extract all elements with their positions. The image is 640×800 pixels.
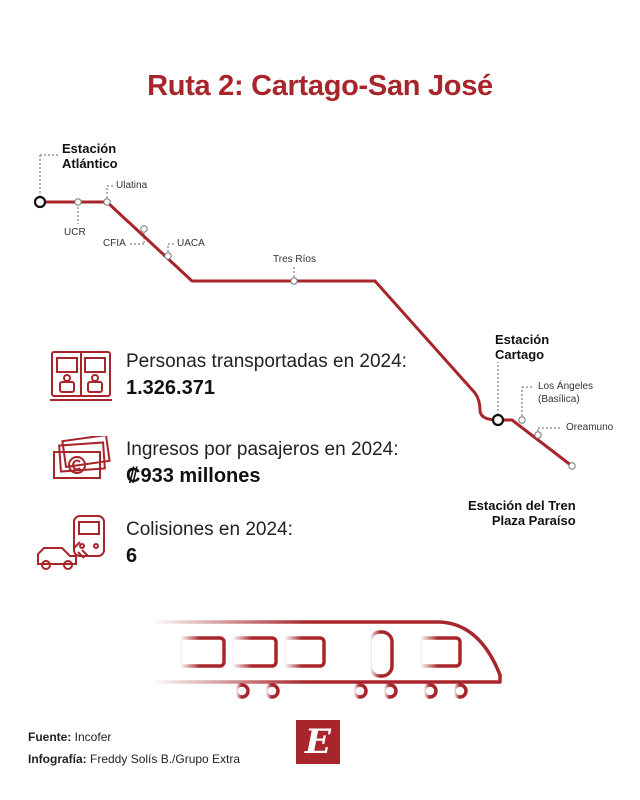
station-label-ulatina: Ulatina [116,180,148,191]
credit-source-label: Fuente: [28,730,72,744]
station-dot-ulatina [103,198,111,206]
stat-revenue-label: Ingresos por pasajeros en 2024: [126,439,399,460]
terminal-dot-cartago [491,413,505,427]
stat-revenue: Ingresos por pasajeros en 2024: ₡933 mil… [126,439,399,488]
credit-source: Fuente: Incofer [28,730,111,744]
stat-passengers: Personas transportadas en 2024: 1.326.37… [126,351,407,400]
page-title: Ruta 2: Cartago-San José [147,70,493,102]
passengers-icon [50,351,112,401]
credit-graphic-value: Freddy Solís B./Grupo Extra [86,752,241,766]
station-label-atlantico: Estación Atlántico [62,141,118,171]
stat-revenue-value: ₡933 millones [126,465,261,487]
station-label-ucr: UCR [64,227,86,238]
station-dot-tres-rios [290,277,298,285]
station-dot-uaca [164,252,172,260]
credit-graphic-label: Infografía: [28,752,87,766]
train-illustration [150,620,510,702]
credit-graphic: Infografía: Freddy Solís B./Grupo Extra [28,752,240,766]
station-label-cartago: Estación Cartago [495,332,550,362]
stat-passengers-label: Personas transportadas en 2024: [126,351,407,372]
station-label-cfia: CFIA [103,238,126,249]
station-dot-paraiso [568,462,576,470]
terminal-dot-atlantico [33,195,47,209]
station-dot-oreamuno [534,431,542,439]
collision-icon [37,515,105,570]
stat-collisions-label: Colisiones en 2024: [126,519,293,540]
station-dot-ucr [74,198,82,206]
station-label-los-angeles: Los Ángeles (Basílica) [538,381,594,405]
grupo-extra-logo: E [296,720,340,764]
station-dot-cfia [140,225,148,233]
credit-source-value: Incofer [71,730,112,744]
stat-collisions-value: 6 [126,545,138,567]
station-dot-los-angeles [518,416,526,424]
stat-passengers-value: 1.326.371 [126,377,215,399]
station-label-tres-rios: Tres Ríos [273,254,316,265]
money-icon [53,436,111,479]
station-label-oreamuno: Oreamuno [566,422,614,433]
stat-collisions: Colisiones en 2024: 6 [126,519,293,568]
station-label-uaca: UACA [177,238,205,249]
station-label-paraiso: Estación del Tren Plaza Paraíso [468,498,576,528]
